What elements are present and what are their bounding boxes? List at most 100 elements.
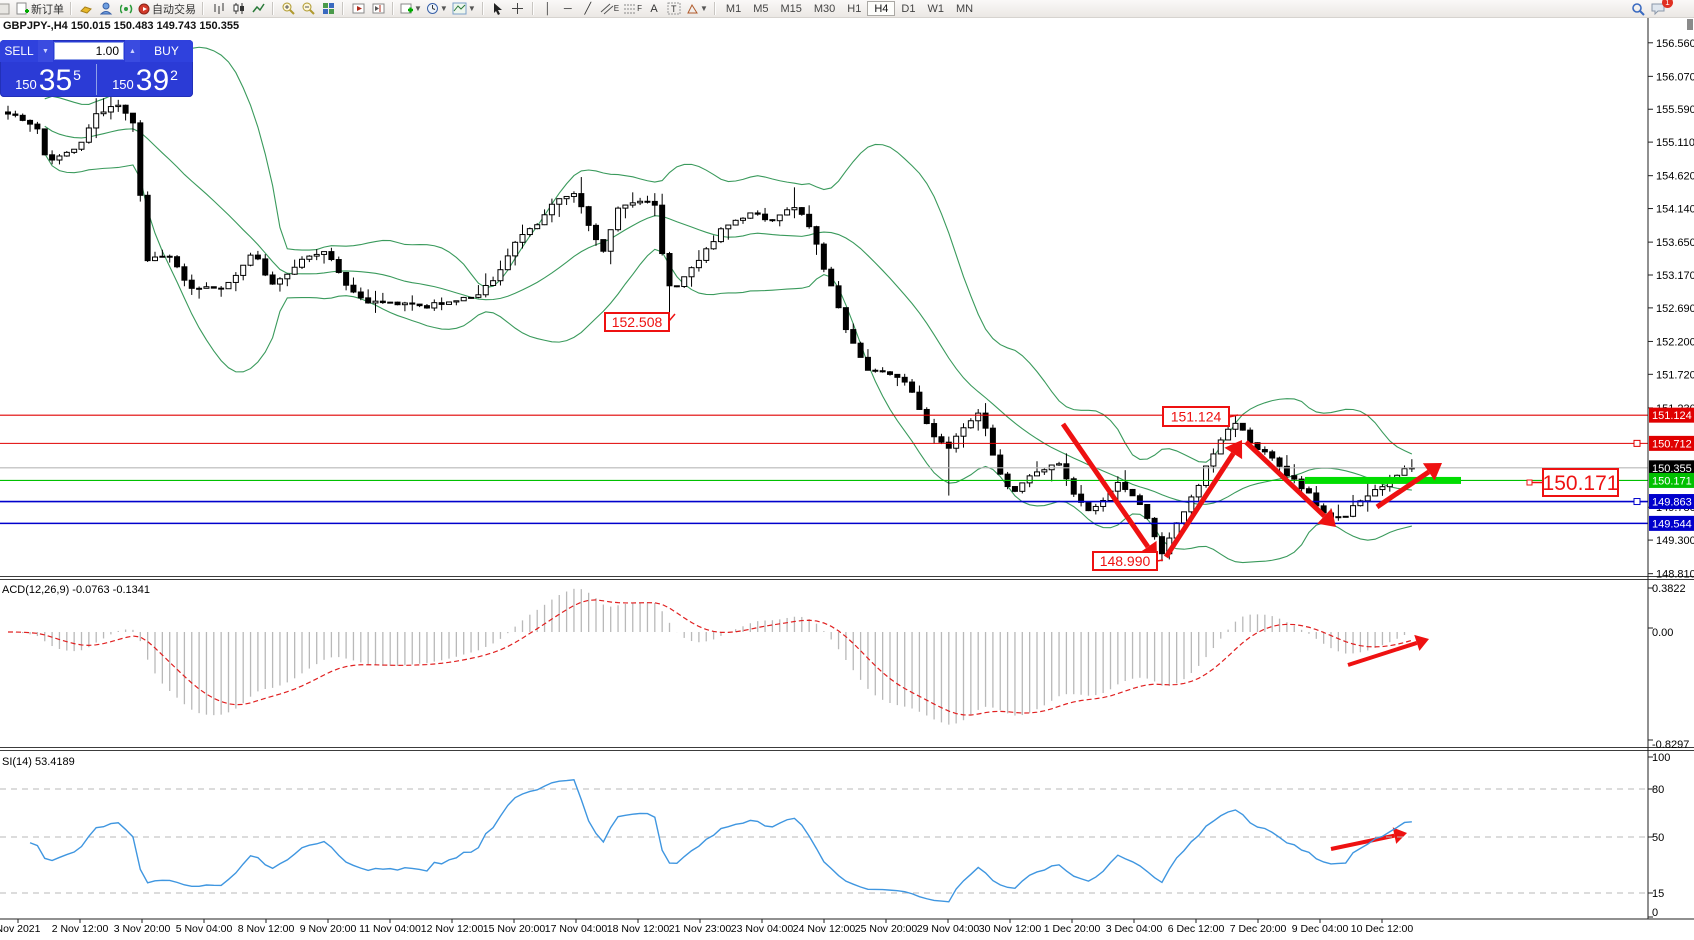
svg-text:149.863: 149.863 bbox=[1652, 497, 1692, 509]
tf-w1[interactable]: W1 bbox=[927, 2, 944, 15]
svg-text:154.140: 154.140 bbox=[1656, 204, 1694, 216]
bar-chart-icon[interactable] bbox=[208, 1, 228, 16]
crosshair-tool[interactable] bbox=[508, 1, 528, 16]
volume-up-button[interactable]: ▲ bbox=[125, 40, 140, 62]
tf-mn[interactable]: MN bbox=[955, 2, 974, 15]
svg-text:18 Nov 12:00: 18 Nov 12:00 bbox=[607, 923, 670, 935]
trendline-tool[interactable]: ╱ bbox=[584, 3, 592, 15]
svg-text:151.720: 151.720 bbox=[1656, 369, 1694, 381]
svg-text:24 Nov 12:00: 24 Nov 12:00 bbox=[793, 923, 856, 935]
volume-down-button[interactable]: ▼ bbox=[38, 40, 53, 62]
fibonacci-tool[interactable]: F bbox=[624, 4, 642, 14]
level-lines[interactable] bbox=[0, 414, 1648, 525]
autotrade-button[interactable]: 自动交易 bbox=[136, 1, 198, 16]
svg-text:155.590: 155.590 bbox=[1656, 104, 1694, 116]
period-clock-button[interactable]: ▼ bbox=[424, 1, 450, 16]
community-icon[interactable] bbox=[96, 1, 116, 16]
svg-text:152.690: 152.690 bbox=[1656, 303, 1694, 315]
svg-text:152.508: 152.508 bbox=[612, 314, 663, 330]
svg-text:150.171: 150.171 bbox=[1652, 475, 1692, 487]
svg-text:50: 50 bbox=[1652, 832, 1664, 844]
svg-text:6 Dec 12:00: 6 Dec 12:00 bbox=[1168, 923, 1225, 935]
buy-price[interactable]: 150 39 2 bbox=[112, 64, 178, 97]
candlestick-icon[interactable] bbox=[228, 1, 248, 16]
svg-text:148.990: 148.990 bbox=[1100, 553, 1151, 569]
clipped-icon[interactable] bbox=[0, 1, 14, 16]
svg-text:148.810: 148.810 bbox=[1656, 569, 1694, 581]
tf-h1[interactable]: H1 bbox=[847, 2, 862, 15]
line-chart-icon[interactable] bbox=[248, 1, 268, 16]
svg-text:156.560: 156.560 bbox=[1656, 38, 1694, 50]
volume-input[interactable]: 1.00 bbox=[54, 42, 124, 60]
tf-m15[interactable]: M15 bbox=[780, 2, 802, 15]
horizontal-line-tool[interactable]: ─ bbox=[563, 2, 572, 15]
tf-m30[interactable]: M30 bbox=[813, 2, 836, 15]
svg-text:SI(14) 53.4189: SI(14) 53.4189 bbox=[2, 756, 75, 768]
svg-text:30 Nov 12:00: 30 Nov 12:00 bbox=[979, 923, 1042, 935]
symbol-ohlc-line: GBPJPY-,H4 150.015 150.483 149.743 150.3… bbox=[3, 20, 240, 32]
buy-button[interactable]: BUY bbox=[140, 40, 193, 62]
notifications-icon[interactable]: 1 bbox=[1648, 0, 1673, 16]
trend-arrows[interactable] bbox=[1060, 422, 1442, 851]
svg-text:150.171: 150.171 bbox=[1543, 472, 1619, 495]
text-tool[interactable]: A bbox=[650, 2, 658, 15]
shapes-tool[interactable]: ▼ bbox=[684, 1, 710, 16]
auto-scroll-icon[interactable] bbox=[348, 1, 368, 16]
svg-text:Nov 2021: Nov 2021 bbox=[0, 923, 41, 935]
sell-button[interactable]: SELL bbox=[0, 40, 38, 62]
green-trend-band[interactable] bbox=[1305, 476, 1461, 484]
vertical-line-tool[interactable]: │ bbox=[544, 2, 552, 15]
zoom-in-icon[interactable] bbox=[278, 1, 298, 16]
cursor-tool[interactable] bbox=[488, 1, 508, 16]
svg-text:151.124: 151.124 bbox=[1652, 410, 1692, 422]
svg-text:21 Nov 23:00: 21 Nov 23:00 bbox=[669, 923, 732, 935]
autotrade-label: 自动交易 bbox=[152, 3, 196, 16]
svg-text:154.620: 154.620 bbox=[1656, 171, 1694, 183]
svg-text:17 Nov 04:00: 17 Nov 04:00 bbox=[545, 923, 608, 935]
new-order-label: 新订单 bbox=[31, 3, 64, 16]
svg-text:153.170: 153.170 bbox=[1656, 270, 1694, 282]
svg-text:-0.8297: -0.8297 bbox=[1652, 739, 1689, 751]
price-callouts[interactable]: 152.508 151.124 148.990 150.171 bbox=[604, 312, 1619, 571]
tf-h4[interactable]: H4 bbox=[867, 1, 896, 16]
equidistant-channel-tool[interactable]: E bbox=[598, 1, 621, 16]
zoom-out-icon[interactable] bbox=[298, 1, 318, 16]
rsi-pane: SI(14) 53.4189 bbox=[0, 756, 1648, 903]
search-icon[interactable] bbox=[1628, 1, 1648, 16]
svg-text:10 Dec 12:00: 10 Dec 12:00 bbox=[1351, 923, 1414, 935]
chart-shift-icon[interactable] bbox=[368, 1, 388, 16]
svg-text:150.355: 150.355 bbox=[1652, 463, 1692, 475]
deposit-icon[interactable] bbox=[76, 1, 96, 16]
tf-m5[interactable]: M5 bbox=[753, 2, 769, 15]
svg-text:29 Nov 04:00: 29 Nov 04:00 bbox=[917, 923, 980, 935]
svg-text:11 Nov 04:00: 11 Nov 04:00 bbox=[359, 923, 421, 935]
svg-text:153.650: 153.650 bbox=[1656, 237, 1694, 249]
svg-text:3 Dec 04:00: 3 Dec 04:00 bbox=[1106, 923, 1163, 935]
svg-text:0.3822: 0.3822 bbox=[1652, 583, 1686, 595]
signals-icon[interactable] bbox=[116, 1, 136, 16]
svg-text:12 Nov 12:00: 12 Nov 12:00 bbox=[421, 923, 484, 935]
svg-text:0.00: 0.00 bbox=[1652, 627, 1673, 639]
tf-m1[interactable]: M1 bbox=[725, 2, 742, 15]
text-label-tool[interactable]: T bbox=[664, 1, 684, 16]
candles-layer bbox=[5, 95, 1415, 562]
svg-text:156.070: 156.070 bbox=[1656, 71, 1694, 83]
sell-price[interactable]: 150 35 5 bbox=[15, 64, 81, 97]
main-toolbar: 新订单 自动交易 ▼ ▼ ▼ │ ─ ╱ E F A T bbox=[0, 0, 1694, 18]
new-order-button[interactable]: 新订单 bbox=[14, 1, 66, 16]
svg-text:8 Nov 12:00: 8 Nov 12:00 bbox=[238, 923, 295, 935]
svg-text:155.110: 155.110 bbox=[1656, 137, 1694, 149]
svg-text:ACD(12,26,9) -0.0763 -0.1341: ACD(12,26,9) -0.0763 -0.1341 bbox=[2, 584, 150, 596]
svg-text:25 Nov 20:00: 25 Nov 20:00 bbox=[855, 923, 918, 935]
tile-windows-icon[interactable] bbox=[318, 1, 338, 16]
svg-text:9 Dec 04:00: 9 Dec 04:00 bbox=[1292, 923, 1349, 935]
template-button[interactable]: ▼ bbox=[450, 1, 478, 16]
svg-text:100: 100 bbox=[1652, 752, 1670, 764]
add-indicator-button[interactable]: ▼ bbox=[398, 1, 424, 16]
time-axis: Nov 2021 2 Nov 12:00 3 Nov 20:00 5 Nov 04:0… bbox=[0, 919, 1413, 935]
notification-badge: 1 bbox=[1662, 0, 1673, 8]
tf-d1[interactable]: D1 bbox=[901, 2, 916, 15]
pane-separators bbox=[0, 17, 1694, 920]
